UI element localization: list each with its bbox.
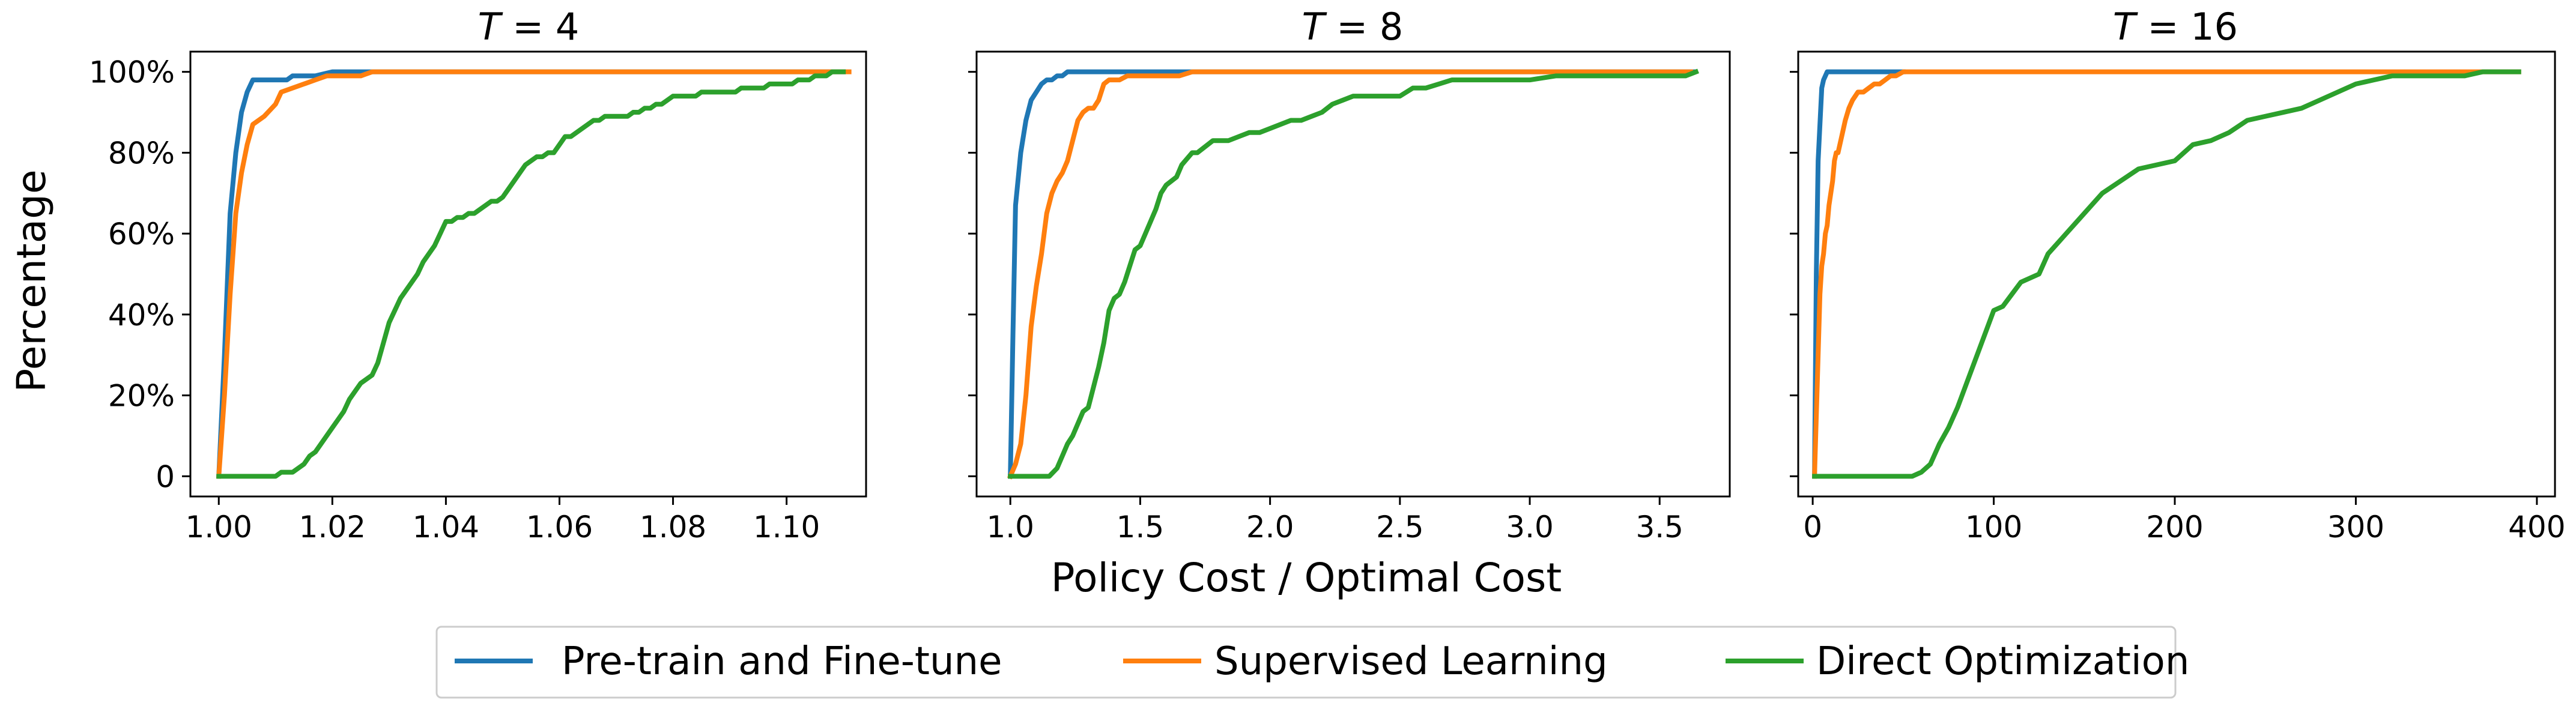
legend-label-pretrain: Pre-train and Fine-tune <box>562 639 1002 684</box>
panel-t16: T = 16 0 100 200 300 400 <box>1790 5 2566 545</box>
x-tick-label: 1.5 <box>1117 510 1165 545</box>
legend: Pre-train and Fine-tune Supervised Learn… <box>435 626 2189 699</box>
x-tick-label: 1.04 <box>413 510 479 545</box>
axes-frame <box>189 50 867 498</box>
y-tick-label: 0 <box>156 459 175 494</box>
panel-title: T = 8 <box>1302 5 1404 49</box>
legend-label-supervised: Supervised Learning <box>1214 639 1608 684</box>
panel-title: T = 4 <box>478 5 580 49</box>
y-tick-label: 80% <box>108 136 175 170</box>
x-tick-label: 200 <box>2146 510 2203 545</box>
axes-frame <box>975 50 1731 498</box>
y-tick-label: 100% <box>89 55 175 90</box>
y-axis-label: Percentage <box>8 169 55 392</box>
x-tick-label: 1.0 <box>986 510 1034 545</box>
x-tick-label: 1.00 <box>186 510 252 545</box>
x-tick-label: 2.5 <box>1376 510 1424 545</box>
x-tick-label: 3.5 <box>1635 510 1683 545</box>
x-tick-label: 1.06 <box>526 510 593 545</box>
legend-label-direct: Direct Optimization <box>1816 639 2189 684</box>
series-line-supervised-learning <box>1812 69 2521 479</box>
x-tick-label: 0 <box>1803 510 1822 545</box>
series-line-direct-optimization <box>216 69 846 479</box>
x-axis-label: Policy Cost / Optimal Cost <box>1051 555 1562 601</box>
x-tick-label: 1.08 <box>640 510 706 545</box>
x-tick-label: 3.0 <box>1506 510 1554 545</box>
y-tick-label: 20% <box>108 379 175 414</box>
panel-t4: T = 4 1.00 1.02 1.04 1.06 1.08 1.10 0 20% 40% 60%… <box>89 5 867 545</box>
x-tick-label: 1.10 <box>753 510 820 545</box>
series-line-supervised-learning <box>1007 69 1694 480</box>
series-line-pre-train-and-fine-tune <box>216 69 846 479</box>
series-line-pre-train-and-fine-tune <box>1008 69 1696 479</box>
x-tick-label: 1.02 <box>299 510 366 545</box>
legend-frame <box>435 626 2177 699</box>
panel-title: T = 16 <box>2113 5 2238 49</box>
y-tick-label: 40% <box>108 298 175 333</box>
x-tick-label: 400 <box>2508 510 2565 545</box>
plot-area-t4: 1.00 1.02 1.04 1.06 1.08 1.10 0 20% 40% 60% 80% 100… <box>89 50 867 545</box>
plot-area-t16: 0 100 200 300 400 <box>1790 50 2566 545</box>
axes-frame <box>1797 50 2556 498</box>
plot-area-t8: 1.0 1.5 2.0 2.5 3.0 3.5 <box>968 50 1731 545</box>
series-line-direct-optimization <box>1812 69 2521 479</box>
x-tick-label: 2.0 <box>1246 510 1294 545</box>
series-line-supervised-learning <box>216 69 852 479</box>
x-tick-label: 300 <box>2327 510 2384 545</box>
series-line-direct-optimization <box>1008 68 1699 479</box>
series-line-pre-train-and-fine-tune <box>1812 69 1906 479</box>
panel-t8: T = 8 1.0 1.5 2.0 2.5 3.0 3.5 <box>968 5 1731 545</box>
x-tick-label: 100 <box>1965 510 2022 545</box>
y-tick-label: 60% <box>108 217 175 252</box>
